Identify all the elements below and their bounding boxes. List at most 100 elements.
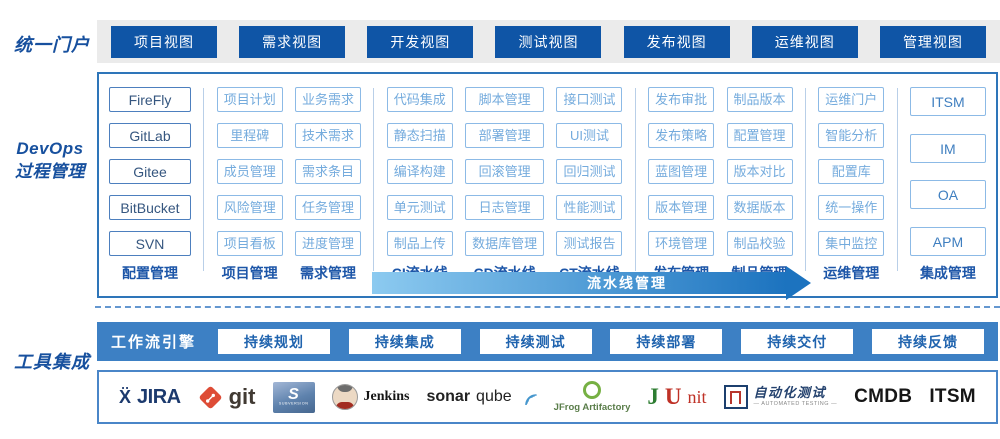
- module-item[interactable]: ITSM: [909, 87, 986, 116]
- workflow-stage-button[interactable]: 持续部署: [610, 329, 723, 354]
- module-item[interactable]: 技术需求: [295, 123, 362, 148]
- module-item[interactable]: 编译构建: [386, 159, 453, 184]
- section-label-tool-integration: 工具集成: [14, 352, 90, 372]
- module-item[interactable]: 成员管理: [216, 159, 283, 184]
- portal-view-button[interactable]: 测试视图: [495, 25, 602, 58]
- portal-view-button[interactable]: 项目视图: [111, 25, 217, 58]
- git-icon: [198, 384, 223, 410]
- jira-icon: Ẍ: [119, 387, 132, 407]
- automated-testing-cn: 自动化测试: [753, 385, 827, 401]
- module-column: 项目计划 里程碑 成员管理 风险管理 项目看板 项目管理: [216, 87, 283, 283]
- module-item[interactable]: 里程碑: [216, 123, 283, 148]
- logo-git: git: [198, 384, 256, 410]
- module-item[interactable]: 数据库管理: [465, 231, 545, 256]
- workflow-stage-button[interactable]: 持续集成: [348, 329, 461, 354]
- module-column: FireFly GitLab Gitee BitBucket SVN 配置管理: [109, 87, 191, 283]
- module-item[interactable]: 版本对比: [726, 159, 793, 184]
- junit-nit: nit: [687, 386, 707, 407]
- module-item[interactable]: 测试报告: [556, 231, 623, 256]
- jenkins-wordmark: Jenkins: [363, 389, 410, 404]
- automated-testing-texts: 自动化测试 — AUTOMATED TESTING —: [753, 385, 838, 408]
- module-item[interactable]: 业务需求: [295, 87, 362, 112]
- module-item[interactable]: SVN: [109, 231, 191, 256]
- module-items: 脚本管理部署管理回滚管理日志管理数据库管理: [465, 87, 545, 256]
- module-item[interactable]: 数据版本: [726, 195, 793, 220]
- column-label: 集成管理: [919, 265, 976, 281]
- devops-columns: FireFly GitLab Gitee BitBucket SVN 配置管理 项目计划里程…: [99, 74, 996, 283]
- module-column: 业务需求技术需求需求条目任务管理进度管理需求管理: [295, 87, 362, 283]
- jenkins-butler-icon: [331, 384, 358, 410]
- logo-cmdb: CMDB: [854, 386, 912, 408]
- logo-jira: Ẍ JIRA: [119, 386, 181, 409]
- automated-testing-en: — AUTOMATED TESTING —: [753, 401, 838, 408]
- portal-view-button[interactable]: 发布视图: [623, 25, 730, 58]
- module-item[interactable]: 配置库: [818, 159, 885, 184]
- module-item[interactable]: GitLab: [109, 123, 191, 148]
- module-item[interactable]: 回归测试: [556, 159, 623, 184]
- module-item[interactable]: IM: [909, 133, 986, 163]
- module-item[interactable]: 版本管理: [648, 195, 715, 220]
- module-item[interactable]: 智能分析: [818, 123, 885, 148]
- module-column: 脚本管理部署管理回滚管理日志管理数据库管理CD流水线: [465, 87, 545, 283]
- cmdb-wordmark: CMDB: [854, 386, 913, 407]
- module-items: 运维门户智能分析配置库统一操作集中监控: [818, 87, 885, 256]
- workflow-stage-button[interactable]: 持续交付: [741, 329, 854, 354]
- module-item[interactable]: Gitee: [109, 159, 191, 184]
- jfrog-ring-icon: [583, 381, 602, 399]
- module-item[interactable]: 部署管理: [465, 123, 545, 148]
- module-item[interactable]: 回滚管理: [465, 159, 545, 184]
- portal-view-button[interactable]: 管理视图: [879, 25, 986, 58]
- devops-label-line1: DevOps: [16, 139, 84, 158]
- module-item[interactable]: 制品校验: [726, 231, 793, 256]
- module-column: 制品版本配置管理版本对比数据版本制品校验制品管理: [726, 87, 793, 283]
- module-item[interactable]: 运维门户: [818, 87, 885, 112]
- module-column: 代码集成静态扫描编译构建单元测试制品上传CI流水线: [386, 87, 453, 283]
- module-item[interactable]: OA: [909, 180, 986, 210]
- module-item[interactable]: 需求条目: [295, 159, 362, 184]
- git-wordmark: git: [228, 384, 256, 409]
- logo-sonarqube: sonar qube: [426, 388, 537, 406]
- jfrog-wordmark: JFrog Artifactory: [553, 402, 631, 413]
- automated-testing-icon: [723, 385, 748, 409]
- module-item[interactable]: 发布审批: [648, 87, 715, 112]
- module-item[interactable]: 集中监控: [818, 231, 885, 256]
- workflow-stage-button[interactable]: 持续测试: [479, 329, 592, 354]
- workflow-stage-button[interactable]: 持续规划: [218, 329, 331, 354]
- portal-view-button[interactable]: 运维视图: [751, 25, 858, 58]
- logo-itsm: ITSM: [929, 386, 976, 408]
- module-item[interactable]: 项目看板: [216, 231, 283, 256]
- portal-view-button[interactable]: 开发视图: [367, 25, 474, 58]
- module-item[interactable]: 环境管理: [648, 231, 715, 256]
- module-item[interactable]: 统一操作: [818, 195, 885, 220]
- workflow-stages: 持续规划 持续集成 持续测试 持续部署 持续交付 持续反馈: [218, 329, 984, 354]
- column-label: 需求管理: [300, 265, 357, 281]
- module-item[interactable]: 风险管理: [216, 195, 283, 220]
- module-item[interactable]: 发布策略: [648, 123, 715, 148]
- workflow-stage-button[interactable]: 持续反馈: [872, 329, 984, 354]
- module-item[interactable]: 日志管理: [465, 195, 545, 220]
- module-item[interactable]: 单元测试: [386, 195, 453, 220]
- module-items: FireFly GitLab Gitee BitBucket SVN: [109, 87, 191, 256]
- module-item[interactable]: FireFly: [109, 87, 191, 112]
- module-item[interactable]: 任务管理: [295, 195, 362, 220]
- logo-jenkins: Jenkins: [331, 384, 410, 410]
- module-item[interactable]: 性能测试: [556, 195, 623, 220]
- module-item[interactable]: 接口测试: [556, 87, 623, 112]
- module-item[interactable]: 静态扫描: [386, 123, 453, 148]
- module-item[interactable]: BitBucket: [109, 195, 191, 220]
- module-item[interactable]: 蓝图管理: [648, 159, 715, 184]
- module-item[interactable]: 配置管理: [726, 123, 793, 148]
- module-item[interactable]: APM: [909, 226, 986, 256]
- module-items: 接口测试 UI测试回归测试性能测试测试报告: [556, 87, 623, 256]
- module-item[interactable]: UI测试: [556, 123, 623, 148]
- portal-view-button[interactable]: 需求视图: [239, 25, 346, 58]
- module-item[interactable]: 项目计划: [216, 87, 283, 112]
- module-item[interactable]: 制品版本: [726, 87, 793, 112]
- module-item[interactable]: 代码集成: [386, 87, 453, 112]
- logo-jfrog-artifactory: JFrog Artifactory: [553, 381, 631, 413]
- module-item[interactable]: 制品上传: [386, 231, 453, 256]
- itsm-wordmark: ITSM: [929, 386, 976, 407]
- module-item[interactable]: 进度管理: [295, 231, 362, 256]
- sonarqube-wordmark-light: qube: [476, 388, 512, 405]
- module-item[interactable]: 脚本管理: [465, 87, 545, 112]
